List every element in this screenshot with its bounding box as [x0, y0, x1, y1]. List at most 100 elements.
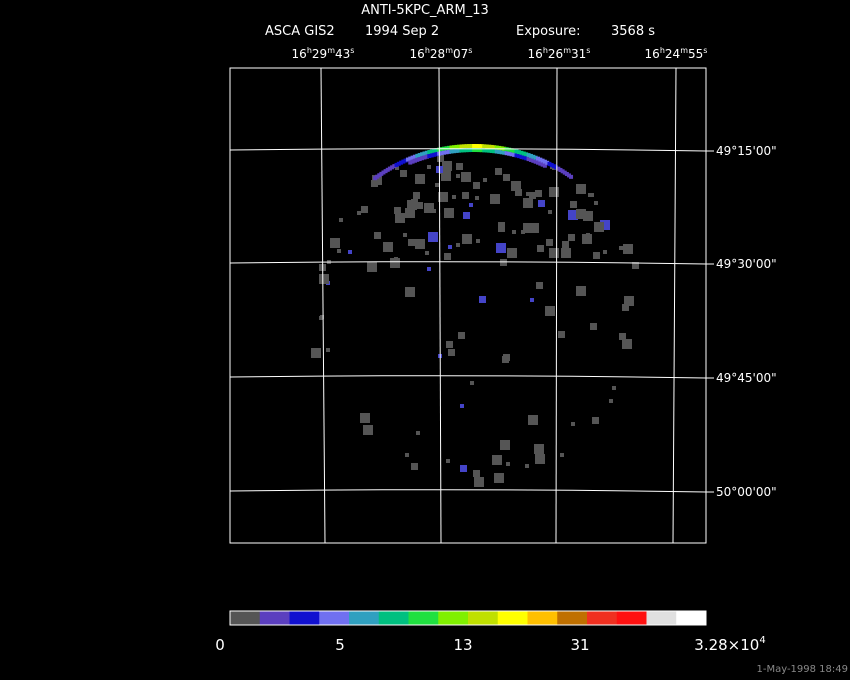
rim-pixel [499, 146, 504, 151]
colorbar-segment [616, 611, 647, 625]
pixel [562, 241, 569, 248]
rim-pixel [531, 158, 536, 163]
rim-pixel [540, 162, 545, 167]
colorbar-segment [557, 611, 588, 625]
rim-pixel [459, 144, 464, 149]
ra-label: 16h28m07s [410, 46, 473, 61]
pixel [568, 210, 578, 220]
ra-value: 28 [430, 47, 445, 61]
rim-pixel [521, 155, 526, 160]
colorbar-frame [229, 610, 707, 626]
date: 1994 Sep 2 [365, 24, 439, 39]
pixel [432, 209, 436, 213]
pixel [311, 348, 321, 358]
colorbar-segment [230, 611, 261, 625]
rim-pixel [462, 144, 467, 149]
rim-pixel [469, 144, 474, 149]
pixel [424, 203, 434, 213]
ra-labels: 16h29m43s 16h28m07s 16h26m31s 16h24m55s [292, 46, 708, 61]
rim-pixel [379, 171, 384, 176]
rim-pixel [410, 159, 415, 164]
pixel [529, 192, 536, 199]
rim-pixel [560, 169, 565, 174]
pixel [536, 447, 540, 451]
rim-pixel [464, 148, 469, 153]
pixel [473, 182, 480, 189]
rim-pixel [408, 160, 413, 165]
pixel [537, 245, 544, 252]
rim-pixel [434, 152, 439, 157]
rim-pixel [494, 145, 499, 150]
ra-value: 24 [665, 47, 680, 61]
exposure: 3568 s [611, 24, 655, 39]
pixel [405, 208, 415, 218]
pixel [609, 399, 613, 403]
pixel [593, 252, 600, 259]
rim-pixel [454, 148, 459, 153]
pixel [495, 168, 502, 175]
rim-pixel [509, 152, 514, 157]
rim-pixel [528, 153, 533, 158]
rim-pixel [558, 167, 563, 172]
pixel [526, 192, 530, 196]
rim-pixel [449, 149, 454, 154]
colorbar-segment [497, 611, 528, 625]
pixel [390, 258, 400, 268]
pixel [337, 249, 341, 253]
pixel [403, 233, 407, 237]
pixel [506, 462, 510, 466]
rim-pixel [545, 160, 550, 165]
timestamp: 1-May-1998 18:49 [756, 664, 848, 675]
exponent: 4 [759, 635, 765, 646]
rim-pixel [447, 145, 452, 150]
pixel [571, 422, 575, 426]
pixel [500, 440, 510, 450]
pixel [473, 470, 480, 477]
ra-grid-line [672, 67, 677, 544]
rim-pixel [422, 155, 427, 160]
pixel [446, 459, 450, 463]
sky-image [311, 144, 639, 487]
pixel [624, 296, 634, 306]
pixel [536, 282, 543, 289]
rim-pixel [484, 144, 489, 149]
ra-label: 16h29m43s [292, 46, 355, 61]
exposure-label: Exposure: [516, 24, 581, 39]
rim-pixel [412, 158, 417, 163]
ra-unit: h [543, 46, 548, 55]
rim-pixel [434, 148, 439, 153]
ra-value: 29 [312, 47, 327, 61]
rim-pixel [479, 144, 484, 149]
rim-pixel [487, 144, 492, 149]
label-value: 13 [453, 636, 472, 654]
pixel [561, 248, 571, 258]
colorbar-segment [527, 611, 558, 625]
pixel [475, 196, 479, 200]
rim-pixel [489, 148, 494, 153]
rim-pixel [526, 157, 531, 162]
ra-value: 16 [410, 47, 425, 61]
rim-pixel [472, 144, 477, 149]
label-value: 31 [570, 636, 589, 654]
colorbar-label: 0 [215, 636, 225, 654]
pixel [444, 208, 454, 218]
pixel [413, 192, 420, 199]
rim-pixel [447, 149, 452, 154]
pixel [603, 250, 607, 254]
rim-pixel [373, 176, 378, 181]
pixel [483, 178, 487, 182]
colorbar-segment [438, 611, 469, 625]
rim-pixel [549, 163, 554, 168]
pixel [460, 465, 467, 472]
pixel [374, 232, 381, 239]
rim-pixel [424, 150, 429, 155]
rim-pixel [417, 153, 422, 158]
pixel [452, 195, 456, 199]
rim-pixel [542, 159, 547, 164]
pixel [460, 404, 464, 408]
rim-pixel [442, 150, 447, 155]
pixel [507, 248, 517, 258]
colorbar-segment [259, 611, 290, 625]
rim-pixel [540, 158, 545, 163]
